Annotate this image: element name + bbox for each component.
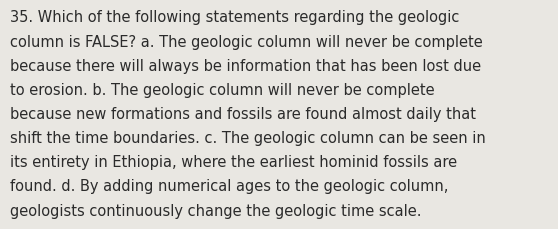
Text: column is FALSE? a. The geologic column will never be complete: column is FALSE? a. The geologic column … <box>10 34 483 49</box>
Text: found. d. By adding numerical ages to the geologic column,: found. d. By adding numerical ages to th… <box>10 179 449 194</box>
Text: its entirety in Ethiopia, where the earliest hominid fossils are: its entirety in Ethiopia, where the earl… <box>10 155 457 169</box>
Text: because new formations and fossils are found almost daily that: because new formations and fossils are f… <box>10 106 476 121</box>
Text: geologists continuously change the geologic time scale.: geologists continuously change the geolo… <box>10 203 421 218</box>
Text: because there will always be information that has been lost due: because there will always be information… <box>10 58 481 73</box>
Text: to erosion. b. The geologic column will never be complete: to erosion. b. The geologic column will … <box>10 82 435 97</box>
Text: shift the time boundaries. c. The geologic column can be seen in: shift the time boundaries. c. The geolog… <box>10 131 486 145</box>
Text: 35. Which of the following statements regarding the geologic: 35. Which of the following statements re… <box>10 10 459 25</box>
